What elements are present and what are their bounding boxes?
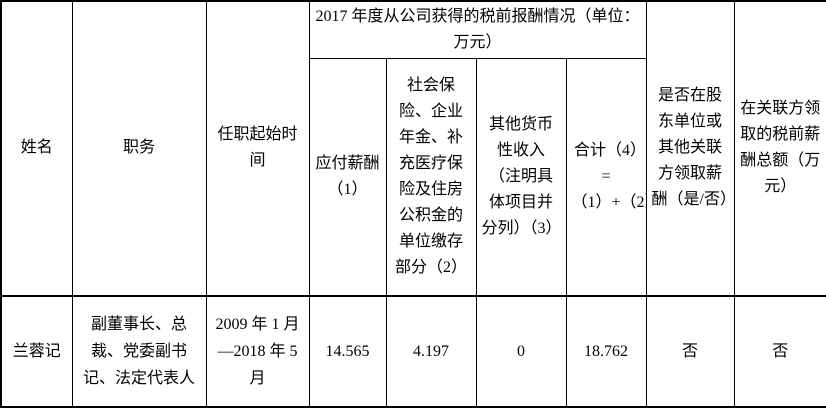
cell-social-insurance: 4.197	[385, 294, 477, 407]
cell-name: 兰蓉记	[0, 294, 73, 407]
col-header-related-party-flag: 是否在股东单位或其他关联方领取薪酬（是/否）	[645, 0, 735, 296]
cell-related-party-amount: 否	[733, 294, 826, 407]
col-header-other-monetary-income: 其他货币性收入（注明具体项目并分列）（3）	[475, 58, 567, 296]
cell-position: 副董事长、总裁、党委副书记、法定代表人	[71, 294, 207, 407]
header-row-sub: 应付薪酬（1） 社会保险、企业年金、补充医疗保险及住房公积金的单位缴存部分（2）…	[1, 58, 826, 296]
col-header-name: 姓名	[0, 0, 73, 296]
cell-total: 18.762	[565, 294, 647, 407]
cell-tenure-start: 2009 年 1 月—2018 年 5 月	[205, 294, 310, 407]
cell-other-monetary-income: 0	[475, 294, 567, 407]
col-header-payable-salary: 应付薪酬（1）	[308, 58, 387, 296]
group-header-pretax-2017: 2017 年度从公司获得的税前报酬情况（单位：万元）	[308, 0, 647, 59]
col-header-related-party-amount: 在关联方领取的税前薪酬总额（万元）	[733, 0, 826, 296]
col-header-social-insurance: 社会保险、企业年金、补充医疗保险及住房公积金的单位缴存部分（2）	[385, 58, 477, 296]
header-row-top: 姓名 职务 任职起始时间 2017 年度从公司获得的税前报酬情况（单位：万元） …	[0, 0, 826, 296]
col-header-tenure-start: 任职起始时间	[205, 0, 310, 296]
cell-payable-salary: 14.565	[308, 294, 387, 407]
col-header-position: 职务	[71, 0, 207, 296]
cell-related-party-flag: 否	[645, 294, 735, 407]
col-header-total: 合计（4）=（1）+（2）+（3）	[565, 58, 647, 296]
table-row: 兰蓉记 副董事长、总裁、党委副书记、法定代表人 2009 年 1 月—2018 …	[0, 294, 826, 407]
